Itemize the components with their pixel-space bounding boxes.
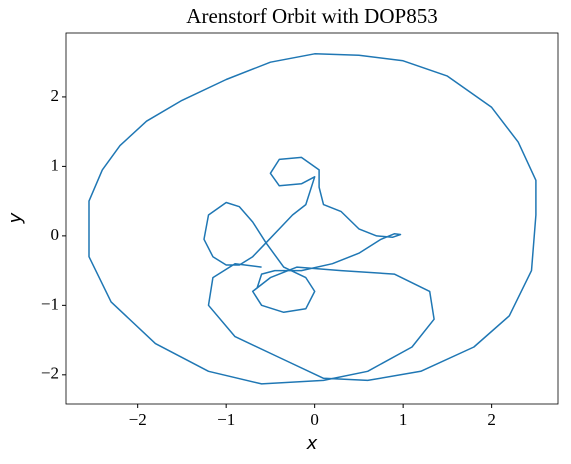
y-axis-label: y <box>5 212 26 224</box>
chart-title: Arenstorf Orbit with DOP853 <box>186 4 437 28</box>
x-tick-label: 2 <box>487 410 496 429</box>
x-axis-label: x <box>306 433 318 454</box>
x-tick-label: −2 <box>129 410 147 429</box>
x-tick-label: 0 <box>310 410 319 429</box>
x-tick-label: −1 <box>217 410 235 429</box>
y-tick-label: −1 <box>41 294 59 313</box>
x-tick-label: 1 <box>399 410 408 429</box>
orbit-line <box>88 53 537 385</box>
y-tick-label: 1 <box>51 155 60 174</box>
plot-frame <box>65 32 559 405</box>
y-tick-label: −2 <box>41 364 59 383</box>
y-tick-label: 2 <box>51 86 60 105</box>
y-tick-label: 0 <box>51 225 60 244</box>
